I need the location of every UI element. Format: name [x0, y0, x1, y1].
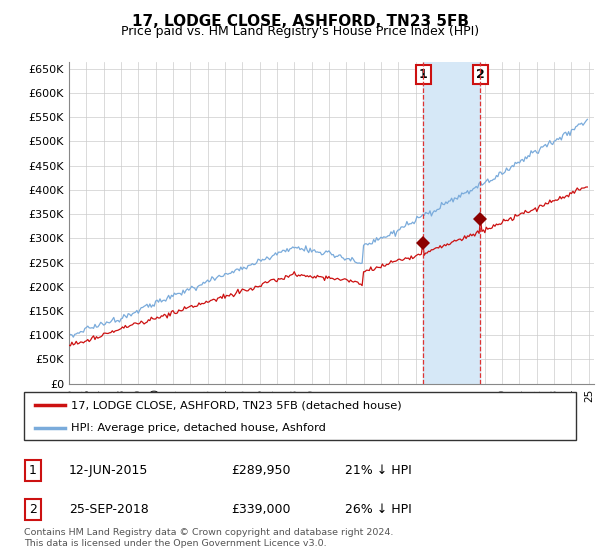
Text: 25-SEP-2018: 25-SEP-2018 — [69, 503, 149, 516]
Text: £339,000: £339,000 — [231, 503, 290, 516]
Text: Contains HM Land Registry data © Crown copyright and database right 2024.
This d: Contains HM Land Registry data © Crown c… — [24, 528, 394, 548]
Text: 1: 1 — [419, 68, 428, 81]
Text: 1: 1 — [29, 464, 37, 477]
Text: 12-JUN-2015: 12-JUN-2015 — [69, 464, 148, 477]
Text: 17, LODGE CLOSE, ASHFORD, TN23 5FB (detached house): 17, LODGE CLOSE, ASHFORD, TN23 5FB (deta… — [71, 400, 401, 410]
Text: 26% ↓ HPI: 26% ↓ HPI — [345, 503, 412, 516]
Text: HPI: Average price, detached house, Ashford: HPI: Average price, detached house, Ashf… — [71, 423, 326, 433]
Text: 17, LODGE CLOSE, ASHFORD, TN23 5FB: 17, LODGE CLOSE, ASHFORD, TN23 5FB — [131, 14, 469, 29]
Text: Price paid vs. HM Land Registry's House Price Index (HPI): Price paid vs. HM Land Registry's House … — [121, 25, 479, 38]
Bar — [424, 62, 480, 384]
Text: 2: 2 — [476, 68, 485, 81]
FancyBboxPatch shape — [24, 392, 576, 440]
Text: 21% ↓ HPI: 21% ↓ HPI — [345, 464, 412, 477]
Text: £289,950: £289,950 — [231, 464, 290, 477]
Text: 2: 2 — [29, 503, 37, 516]
